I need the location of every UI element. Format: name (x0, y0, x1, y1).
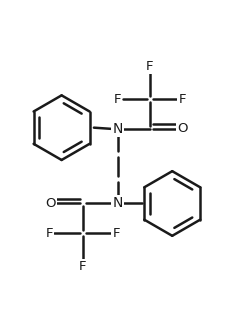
Text: F: F (46, 227, 53, 240)
Text: N: N (112, 122, 123, 136)
Text: N: N (112, 197, 123, 210)
Text: O: O (45, 197, 56, 210)
Text: F: F (79, 261, 86, 273)
Text: F: F (178, 93, 186, 106)
Text: F: F (146, 60, 154, 73)
Text: F: F (112, 227, 120, 240)
Text: O: O (177, 123, 188, 135)
Text: F: F (114, 93, 121, 106)
